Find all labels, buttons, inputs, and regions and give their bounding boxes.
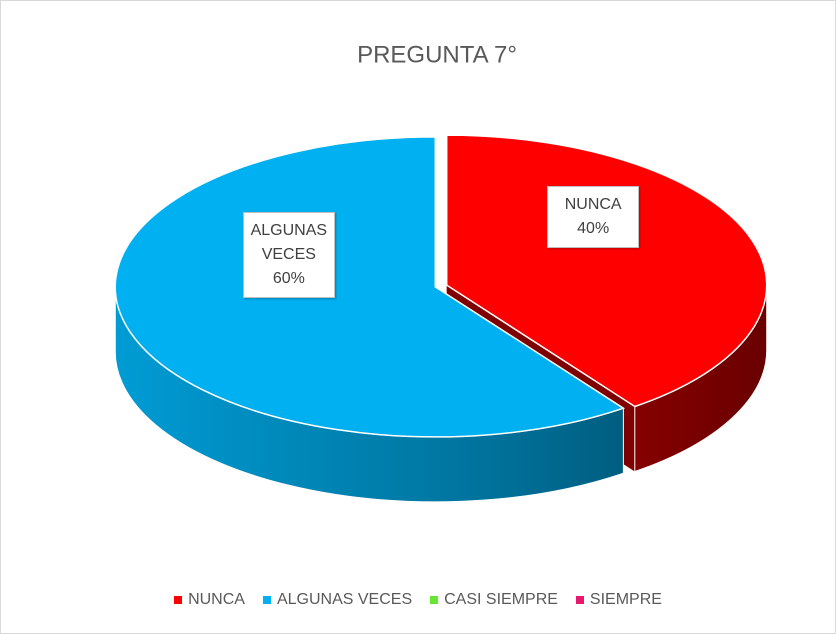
legend-label: SIEMPRE [589,591,662,608]
legend-label: NUNCA [188,591,245,608]
label-category: NUNCA [564,195,622,213]
legend: NUNCA ALGUNAS VECES CASI SIEMPRE SIEMPRE [1,591,835,609]
data-label: ALGUNAS VECES 60% [242,212,335,299]
label-value: 60% [272,270,305,288]
legend-label: CASI SIEMPRE [444,591,558,608]
legend-swatch [174,596,183,604]
data-label: NUNCA 40% [547,185,640,248]
legend-swatch [262,596,271,604]
legend-label: ALGUNAS VECES [276,591,413,608]
legend-item: ALGUNAS VECES [262,591,413,609]
chart-title: PREGUNTA 7° [357,41,517,68]
label-category: ALGUNAS VECES [250,222,328,264]
legend-item: SIEMPRE [575,591,662,609]
slice [445,134,768,408]
label-value: 40% [577,219,610,237]
legend-item: NUNCA [174,591,245,609]
slice [114,136,626,438]
legend-swatch [430,596,439,604]
legend-item: CASI SIEMPRE [430,591,558,609]
legend-swatch [575,596,584,604]
